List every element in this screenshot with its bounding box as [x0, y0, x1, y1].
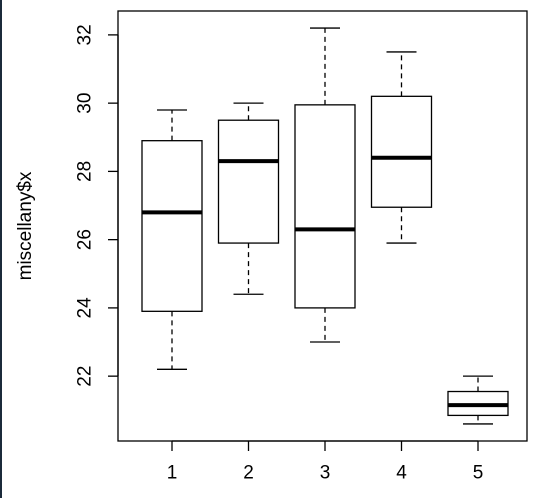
box-4 — [370, 95, 433, 208]
x-tick-label: 2 — [243, 463, 254, 484]
box-group-4 — [370, 51, 433, 244]
x-tick-label: 5 — [473, 463, 484, 484]
x-tick-label: 3 — [320, 463, 331, 484]
box-group-3 — [294, 27, 356, 343]
y-tick-label: 26 — [75, 229, 96, 250]
y-tick-label: 32 — [75, 24, 96, 45]
x-tick-label: 1 — [167, 463, 178, 484]
y-tick-label: 24 — [75, 297, 96, 319]
x-axis: 1 2 3 4 5 — [167, 440, 484, 484]
y-tick-label: 30 — [75, 93, 96, 114]
boxes-layer — [141, 27, 509, 425]
y-axis: 22 24 26 28 30 32 — [75, 24, 119, 387]
box-3 — [294, 104, 356, 309]
y-tick-label: 22 — [75, 366, 96, 387]
y-tick-label: 28 — [75, 161, 96, 182]
y-axis-title: miscellany$x — [15, 171, 36, 280]
box-group-2 — [217, 102, 280, 295]
box-group-5 — [447, 375, 509, 425]
box-1 — [141, 140, 203, 312]
x-tick-label: 4 — [396, 463, 407, 484]
box-2 — [217, 119, 280, 244]
box-group-1 — [141, 109, 203, 370]
